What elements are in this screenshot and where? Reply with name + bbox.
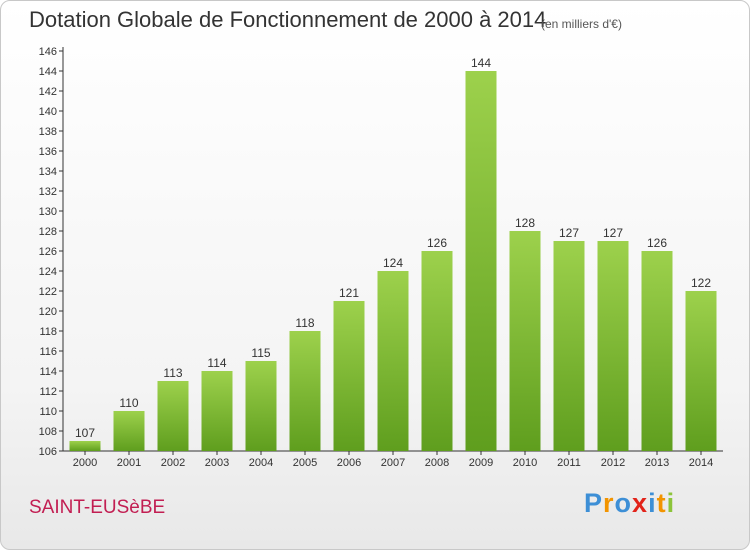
- y-tick-label: 136: [39, 146, 57, 158]
- y-tick-label: 146: [39, 46, 57, 58]
- y-tick-label: 112: [39, 386, 57, 398]
- logo-letter: i: [648, 488, 657, 518]
- logo-letter: r: [603, 488, 615, 518]
- x-tick-label: 2010: [513, 457, 537, 469]
- bar: [685, 291, 717, 451]
- logo-letter: i: [666, 488, 676, 518]
- bar-value-label: 126: [647, 236, 667, 250]
- y-tick-label: 122: [39, 286, 57, 298]
- x-tick-label: 2003: [205, 457, 229, 469]
- bar-value-label: 114: [207, 356, 226, 370]
- bar: [377, 271, 409, 451]
- bar-value-label: 128: [515, 216, 535, 230]
- logo-letter: t: [656, 488, 667, 518]
- y-tick-label: 124: [39, 266, 57, 278]
- bar: [289, 331, 321, 451]
- chart-title: Dotation Globale de Fonctionnement de 20…: [29, 7, 547, 32]
- commune-name: SAINT-EUSèBE: [29, 497, 166, 518]
- y-tick-label: 130: [39, 206, 57, 218]
- bar-value-label: 118: [295, 316, 314, 330]
- x-tick-label: 2002: [161, 457, 185, 469]
- y-tick-label: 106: [39, 446, 57, 458]
- x-tick-label: 2012: [601, 457, 625, 469]
- logo-letter: x: [632, 488, 649, 518]
- x-tick-label: 2001: [117, 457, 141, 469]
- y-tick-label: 116: [39, 346, 57, 358]
- y-tick-label: 120: [39, 306, 57, 318]
- bar: [201, 371, 233, 451]
- x-tick-label: 2011: [557, 457, 581, 469]
- y-tick-label: 108: [39, 426, 57, 438]
- y-tick-label: 114: [39, 366, 57, 378]
- bar-value-label: 121: [339, 286, 359, 300]
- y-tick-label: 126: [39, 246, 57, 258]
- bar: [157, 381, 189, 451]
- bar: [245, 361, 277, 451]
- y-tick-label: 132: [39, 186, 57, 198]
- bar: [333, 301, 365, 451]
- bar: [597, 241, 629, 451]
- bar-value-label: 107: [75, 426, 95, 440]
- x-tick-label: 2000: [73, 457, 97, 469]
- x-tick-label: 2014: [689, 457, 713, 469]
- bar: [69, 441, 101, 451]
- x-tick-label: 2004: [249, 457, 273, 469]
- bar-value-label: 122: [691, 276, 711, 290]
- y-tick-label: 118: [39, 326, 57, 338]
- bar: [465, 71, 497, 451]
- y-tick-label: 134: [39, 166, 57, 178]
- y-tick-label: 142: [39, 86, 57, 98]
- bar-value-label: 126: [427, 236, 447, 250]
- bar-value-label: 124: [383, 256, 403, 270]
- bar: [509, 231, 541, 451]
- chart-subtitle: (en milliers d'€): [541, 17, 622, 31]
- bar-value-label: 127: [559, 226, 579, 240]
- bar: [421, 251, 453, 451]
- bar: [553, 241, 585, 451]
- logo-letter: o: [614, 488, 633, 518]
- y-tick-label: 140: [39, 106, 57, 118]
- bar-value-label: 144: [471, 56, 491, 70]
- bar: [113, 411, 145, 451]
- bar-value-label: 127: [603, 226, 623, 240]
- y-tick-label: 138: [39, 126, 57, 138]
- y-tick-label: 144: [39, 66, 57, 78]
- bar-value-label: 110: [119, 396, 138, 410]
- x-tick-label: 2006: [337, 457, 361, 469]
- y-tick-label: 110: [39, 406, 57, 418]
- bar-value-label: 115: [251, 346, 270, 360]
- x-tick-label: 2009: [469, 457, 493, 469]
- bar: [641, 251, 673, 451]
- x-tick-label: 2008: [425, 457, 449, 469]
- y-tick-label: 128: [39, 226, 57, 238]
- x-tick-label: 2005: [293, 457, 317, 469]
- proxiti-logo: Proxiti: [584, 488, 675, 519]
- x-tick-label: 2013: [645, 457, 669, 469]
- logo-letter: P: [584, 488, 604, 518]
- x-tick-label: 2007: [381, 457, 405, 469]
- bar-value-label: 113: [163, 366, 182, 380]
